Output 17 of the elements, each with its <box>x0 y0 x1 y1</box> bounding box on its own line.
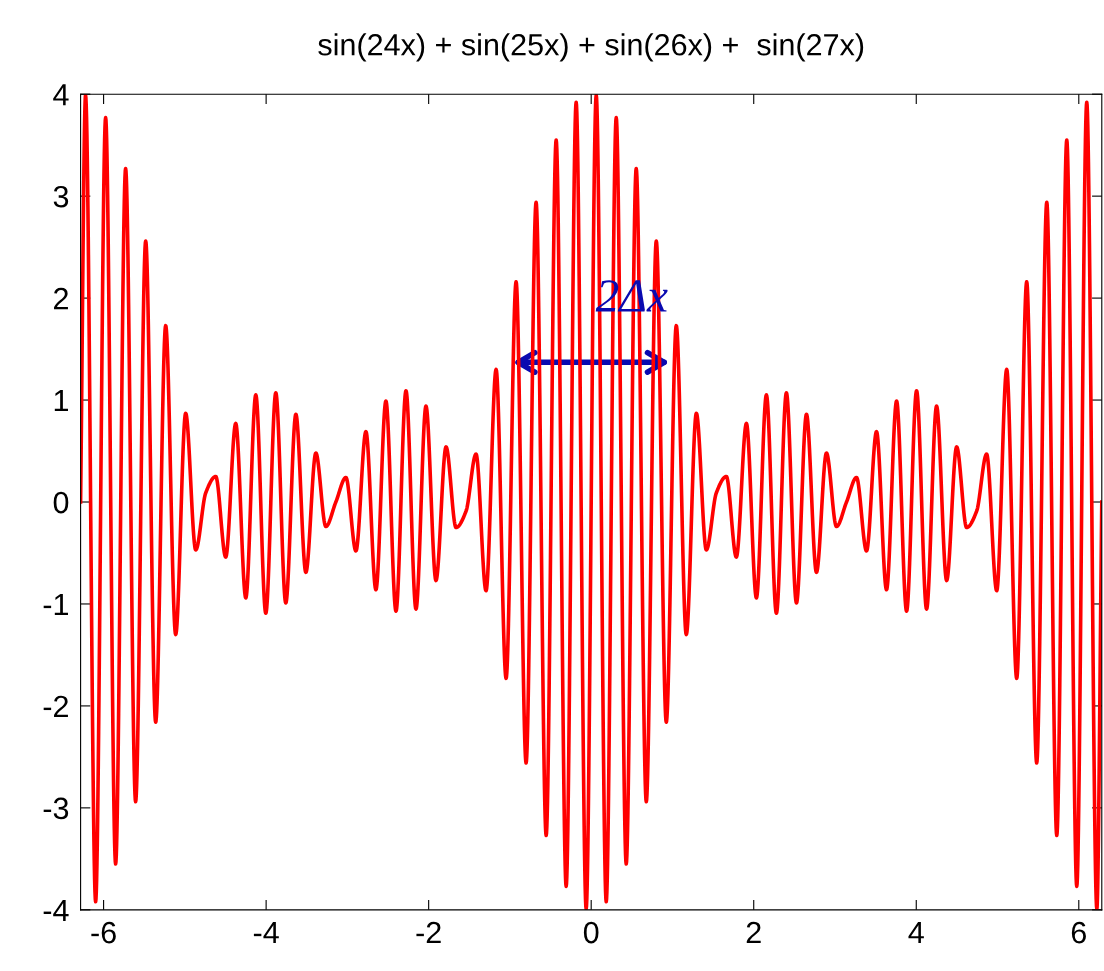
x-tick-label: -2 <box>416 921 441 944</box>
y-tick-label: -1 <box>43 594 68 616</box>
y-tick-label: 2 <box>54 287 68 310</box>
y-tick-label: -4 <box>43 899 69 921</box>
y-tick-label: 4 <box>53 84 69 106</box>
x-tick-label: 0 <box>583 921 599 944</box>
x-tick-label: -6 <box>91 921 116 944</box>
x-tick-label: 6 <box>1071 921 1086 944</box>
y-tick-label: -2 <box>43 695 68 717</box>
y-tick-label: 1 <box>54 390 68 412</box>
y-tick-label: 3 <box>53 185 69 208</box>
x-tick-label: 4 <box>908 922 924 944</box>
x-tick-label: 2 <box>746 921 761 944</box>
chart-title: sin(24x) + sin(25x) + sin(26x) + sin(27x) <box>318 33 864 62</box>
x-tick-label: -4 <box>253 922 279 944</box>
y-tick-label: -3 <box>43 797 69 820</box>
y-tick-label: 0 <box>53 491 69 514</box>
